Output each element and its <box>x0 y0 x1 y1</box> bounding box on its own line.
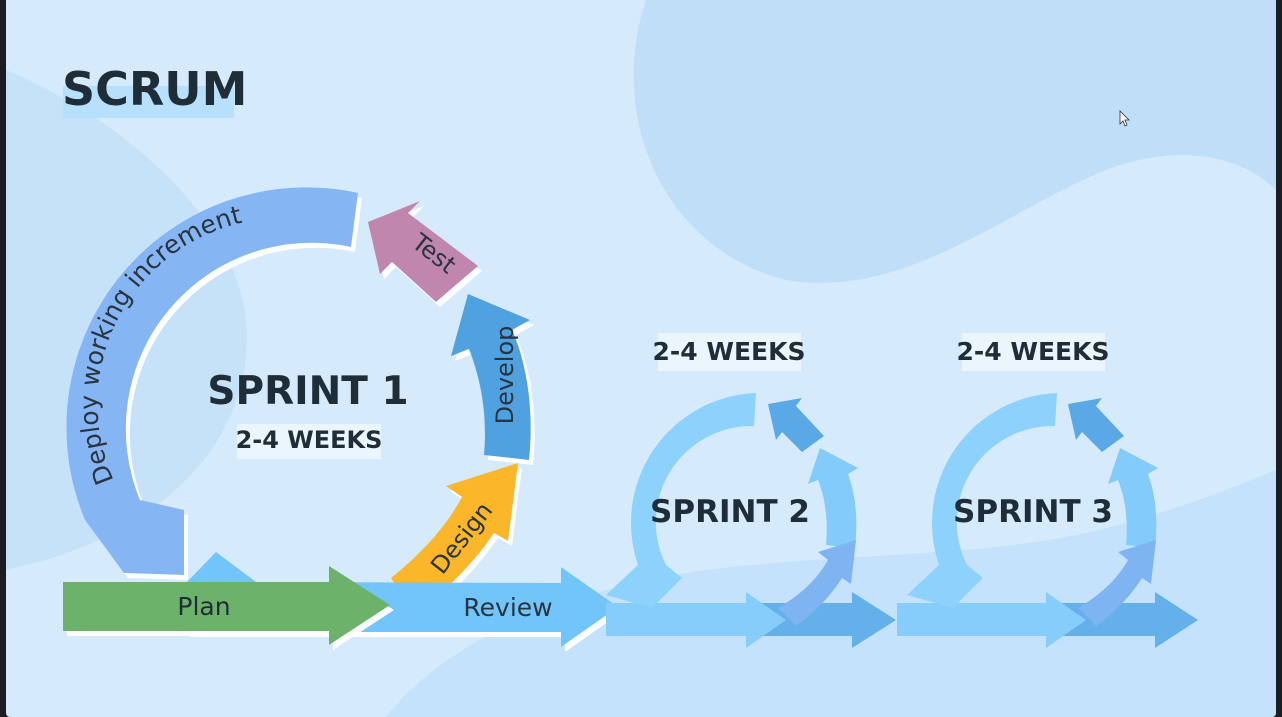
background-blob-top-right <box>633 0 1276 283</box>
sprint2-duration-highlight <box>658 333 801 371</box>
sprint3-arc <box>907 393 1057 608</box>
sprint3-cycle <box>897 393 1198 648</box>
mouse-cursor-icon <box>1119 110 1130 127</box>
plan-label: Plan <box>177 592 230 621</box>
background-blob-bottom <box>386 470 1276 717</box>
title: SCRUM <box>62 62 247 116</box>
sprint3-review-arrow <box>897 592 1086 648</box>
sprint3-duration: 2-4 WEEKS <box>957 337 1110 366</box>
develop-label: Develop <box>491 326 519 425</box>
sprint3-name: SPRINT 3 <box>953 494 1113 530</box>
sprint2-arc <box>606 393 756 608</box>
sprint1-name: SPRINT 1 <box>207 369 408 414</box>
slide-canvas: SCRUM Deploy working increment Test Deve… <box>6 0 1276 717</box>
plan-arrow <box>63 566 390 645</box>
develop-arrow <box>451 294 531 460</box>
sprint2-cycle <box>606 393 896 648</box>
deploy-arrow <box>66 187 358 576</box>
sprint2-develop-arrow <box>808 448 858 548</box>
sprint2-design-arrow <box>778 540 856 626</box>
sprint2-name: SPRINT 2 <box>650 494 810 530</box>
design-arrow <box>391 463 518 614</box>
sprint3-design-arrow <box>1078 540 1156 626</box>
title-highlight <box>63 86 234 118</box>
review-label: Review <box>463 593 552 622</box>
sprint2-duration: 2-4 WEEKS <box>653 337 806 366</box>
test-arrow <box>368 201 478 302</box>
scrum-diagram: SCRUM Deploy working increment Test Deve… <box>6 0 1276 717</box>
sprint2-test-arrow <box>768 398 824 452</box>
sprint3-test-arrow <box>1068 398 1124 452</box>
sprint1-duration: 2-4 WEEKS <box>236 426 383 454</box>
sprint3-duration-highlight <box>962 333 1105 371</box>
sprint3-develop-arrow <box>1108 448 1158 548</box>
sprint1-duration-highlight <box>237 424 381 459</box>
